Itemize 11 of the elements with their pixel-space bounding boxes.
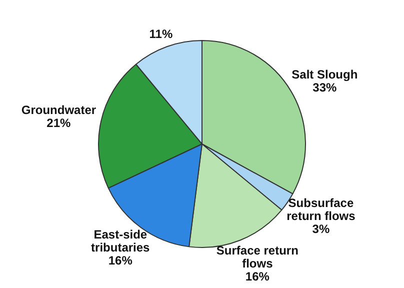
slice-label: Groundwater <box>21 103 96 118</box>
data-label: 33% <box>312 80 337 94</box>
slice-label: Subsurface return flows <box>286 196 356 223</box>
data-label: 11% <box>149 27 173 42</box>
data-label: 3% <box>312 222 330 236</box>
slice-label: Surface return flows <box>216 243 298 270</box>
data-label: 16% <box>245 269 270 284</box>
data-label: 21% <box>46 116 72 130</box>
slice-label: East-side tributaries <box>91 228 150 255</box>
data-label: 16% <box>108 254 133 268</box>
slice-label: Salt Slough <box>292 67 358 82</box>
